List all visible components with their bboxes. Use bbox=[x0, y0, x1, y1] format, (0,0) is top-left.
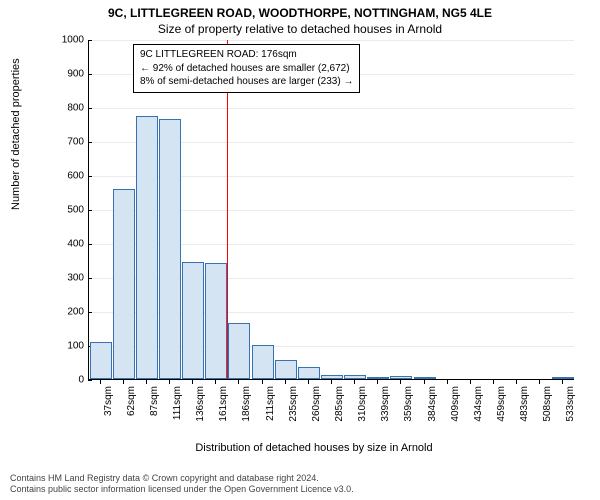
histogram-bar bbox=[252, 345, 274, 379]
histogram-bar bbox=[298, 367, 320, 379]
x-tick-label: 186sqm bbox=[241, 386, 252, 422]
y-tick-label: 400 bbox=[67, 239, 84, 250]
histogram-bar bbox=[159, 119, 181, 379]
y-tick-label: 1000 bbox=[62, 35, 84, 46]
x-tick-mark bbox=[100, 380, 101, 384]
y-tick-label: 800 bbox=[67, 103, 84, 114]
histogram-bar bbox=[552, 377, 574, 379]
histogram-bar bbox=[90, 342, 112, 379]
x-tick-label: 508sqm bbox=[542, 386, 553, 422]
x-axis-label: Distribution of detached houses by size … bbox=[54, 442, 574, 454]
x-tick-label: 111sqm bbox=[172, 386, 183, 420]
y-tick-label: 300 bbox=[67, 273, 84, 284]
histogram-bar bbox=[390, 376, 412, 379]
histogram-bar bbox=[228, 323, 250, 379]
x-tick-label: 434sqm bbox=[473, 386, 484, 422]
y-tick-label: 200 bbox=[67, 307, 84, 318]
histogram-bar bbox=[182, 262, 204, 379]
histogram-bar bbox=[275, 360, 297, 379]
x-tick-mark bbox=[377, 380, 378, 384]
x-tick-label: 87sqm bbox=[149, 386, 160, 416]
y-axis: 01002003004005006007008009001000 bbox=[54, 40, 88, 380]
chart-title-main: 9C, LITTLEGREEN ROAD, WOODTHORPE, NOTTIN… bbox=[0, 0, 600, 20]
footer-line2: Contains public sector information licen… bbox=[10, 484, 590, 496]
x-tick-label: 359sqm bbox=[403, 386, 414, 422]
annotation-line1: 9C LITTLEGREEN ROAD: 176sqm bbox=[140, 48, 353, 62]
x-tick-mark bbox=[146, 380, 147, 384]
x-tick-label: 260sqm bbox=[311, 386, 322, 422]
x-tick-label: 459sqm bbox=[496, 386, 507, 422]
y-axis-label: Number of detached properties bbox=[10, 58, 22, 210]
x-tick-mark bbox=[123, 380, 124, 384]
chart-area: 01002003004005006007008009001000 9C LITT… bbox=[54, 40, 574, 410]
x-tick-mark bbox=[169, 380, 170, 384]
footer-line1: Contains HM Land Registry data © Crown c… bbox=[10, 473, 590, 485]
y-tick-label: 900 bbox=[67, 69, 84, 80]
x-tick-mark bbox=[215, 380, 216, 384]
x-tick-label: 211sqm bbox=[265, 386, 276, 421]
x-tick-mark bbox=[354, 380, 355, 384]
histogram-bar bbox=[113, 189, 135, 379]
x-tick-mark bbox=[400, 380, 401, 384]
x-tick-mark bbox=[562, 380, 563, 384]
gridline bbox=[89, 40, 574, 41]
x-tick-mark bbox=[192, 380, 193, 384]
x-tick-mark bbox=[447, 380, 448, 384]
x-tick-label: 161sqm bbox=[218, 386, 229, 422]
chart-title-sub: Size of property relative to detached ho… bbox=[0, 22, 600, 36]
x-axis: 37sqm62sqm87sqm111sqm136sqm161sqm186sqm2… bbox=[88, 380, 574, 410]
x-tick-label: 409sqm bbox=[450, 386, 461, 422]
x-tick-mark bbox=[493, 380, 494, 384]
x-tick-label: 384sqm bbox=[427, 386, 438, 422]
x-tick-mark bbox=[238, 380, 239, 384]
x-tick-label: 310sqm bbox=[357, 386, 368, 422]
x-tick-label: 235sqm bbox=[288, 386, 299, 422]
x-tick-mark bbox=[424, 380, 425, 384]
histogram-bar bbox=[414, 377, 436, 379]
x-tick-mark bbox=[331, 380, 332, 384]
histogram-bar bbox=[205, 263, 227, 379]
x-tick-label: 285sqm bbox=[334, 386, 345, 422]
footer-attribution: Contains HM Land Registry data © Crown c… bbox=[10, 473, 590, 496]
annotation-box: 9C LITTLEGREEN ROAD: 176sqm ← 92% of det… bbox=[133, 44, 360, 93]
annotation-line2: ← 92% of detached houses are smaller (2,… bbox=[140, 62, 353, 76]
x-tick-mark bbox=[308, 380, 309, 384]
x-tick-mark bbox=[516, 380, 517, 384]
y-tick-label: 600 bbox=[67, 171, 84, 182]
x-tick-label: 339sqm bbox=[380, 386, 391, 422]
annotation-line3: 8% of semi-detached houses are larger (2… bbox=[140, 75, 353, 89]
y-tick-label: 500 bbox=[67, 205, 84, 216]
x-tick-mark bbox=[285, 380, 286, 384]
x-tick-mark bbox=[539, 380, 540, 384]
x-tick-label: 533sqm bbox=[565, 386, 576, 422]
histogram-bar bbox=[344, 375, 366, 379]
x-tick-mark bbox=[262, 380, 263, 384]
x-tick-label: 136sqm bbox=[195, 386, 206, 422]
histogram-bar bbox=[367, 377, 389, 379]
y-tick-label: 700 bbox=[67, 137, 84, 148]
y-tick-label: 0 bbox=[78, 375, 84, 386]
histogram-bar bbox=[321, 375, 343, 379]
x-tick-label: 62sqm bbox=[126, 386, 137, 416]
x-tick-mark bbox=[470, 380, 471, 384]
x-tick-label: 483sqm bbox=[519, 386, 530, 422]
x-tick-label: 37sqm bbox=[103, 386, 114, 416]
y-tick-label: 100 bbox=[67, 341, 84, 352]
plot-area: 9C LITTLEGREEN ROAD: 176sqm ← 92% of det… bbox=[88, 40, 574, 380]
histogram-bar bbox=[136, 116, 158, 380]
gridline bbox=[89, 108, 574, 109]
